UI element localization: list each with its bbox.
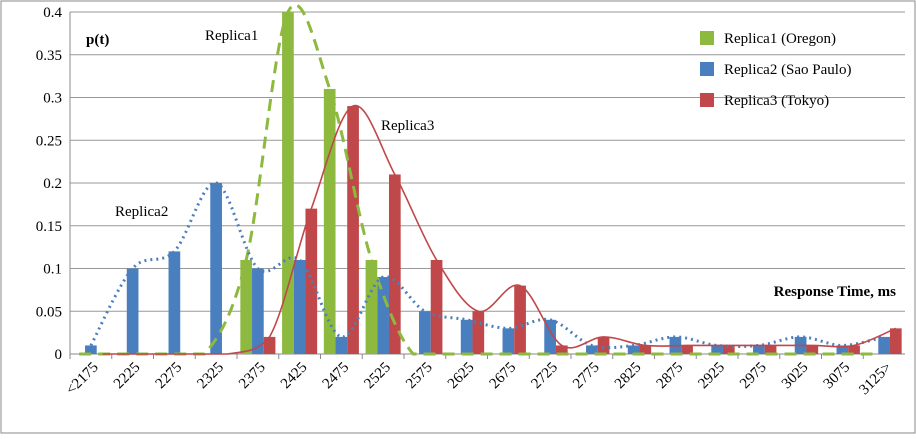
trend-line (89, 181, 885, 350)
bar (889, 328, 902, 354)
y-tick-label: 0.25 (36, 133, 62, 149)
legend-swatch (700, 93, 714, 107)
bar (711, 345, 723, 354)
bar (85, 345, 97, 354)
y-tick-label: 0.35 (36, 48, 62, 64)
legend-label: Replica3 (Tokyo) (724, 93, 829, 109)
bar (335, 336, 348, 354)
y-tick-label: 0.3 (43, 91, 62, 107)
bar (502, 328, 515, 354)
annotation: Replica2 (115, 204, 168, 220)
bar (263, 336, 276, 354)
bar (323, 88, 336, 354)
bar (472, 311, 485, 354)
bar (806, 345, 819, 354)
y-tick-label: 0.4 (43, 5, 62, 21)
bar (836, 345, 849, 354)
legend-swatch (700, 62, 714, 76)
bar (210, 183, 222, 354)
annotation: Replica3 (381, 118, 434, 134)
bar (586, 345, 598, 354)
trend-line (102, 105, 897, 355)
bar (388, 174, 401, 354)
bar (681, 345, 693, 354)
bar (460, 319, 473, 354)
bar (848, 345, 860, 354)
y-tick-label: 0.05 (36, 304, 62, 320)
legend-swatch (700, 31, 714, 45)
bar (597, 336, 610, 354)
bar (544, 319, 556, 354)
bar (627, 345, 640, 354)
bar (293, 259, 306, 354)
bar (252, 268, 264, 354)
bar (240, 259, 253, 354)
bar (639, 345, 652, 354)
bar (282, 12, 294, 354)
y-tick-label: 0.1 (43, 262, 62, 278)
bar (365, 259, 378, 354)
y-tick-label: 0.2 (43, 176, 62, 192)
legend-label: Replica1 (Oregon) (724, 31, 836, 47)
bar (168, 251, 181, 354)
bar (126, 268, 139, 354)
bar (555, 345, 568, 354)
y-axis-label: p(t) (86, 32, 109, 48)
bar (514, 285, 526, 354)
y-tick-label: 0 (55, 347, 63, 363)
bar (764, 345, 777, 354)
x-axis-label: Response Time, ms (774, 284, 897, 300)
bar (722, 345, 735, 354)
bar (753, 345, 765, 354)
legend-label: Replica2 (Sao Paulo) (724, 62, 851, 78)
bar (347, 106, 359, 354)
bar (419, 311, 431, 354)
trend-line (79, 3, 873, 356)
annotation: Replica1 (205, 28, 258, 44)
bar (878, 336, 890, 354)
bar (430, 259, 443, 354)
y-tick-label: 0.15 (36, 219, 62, 235)
bar (377, 277, 389, 354)
